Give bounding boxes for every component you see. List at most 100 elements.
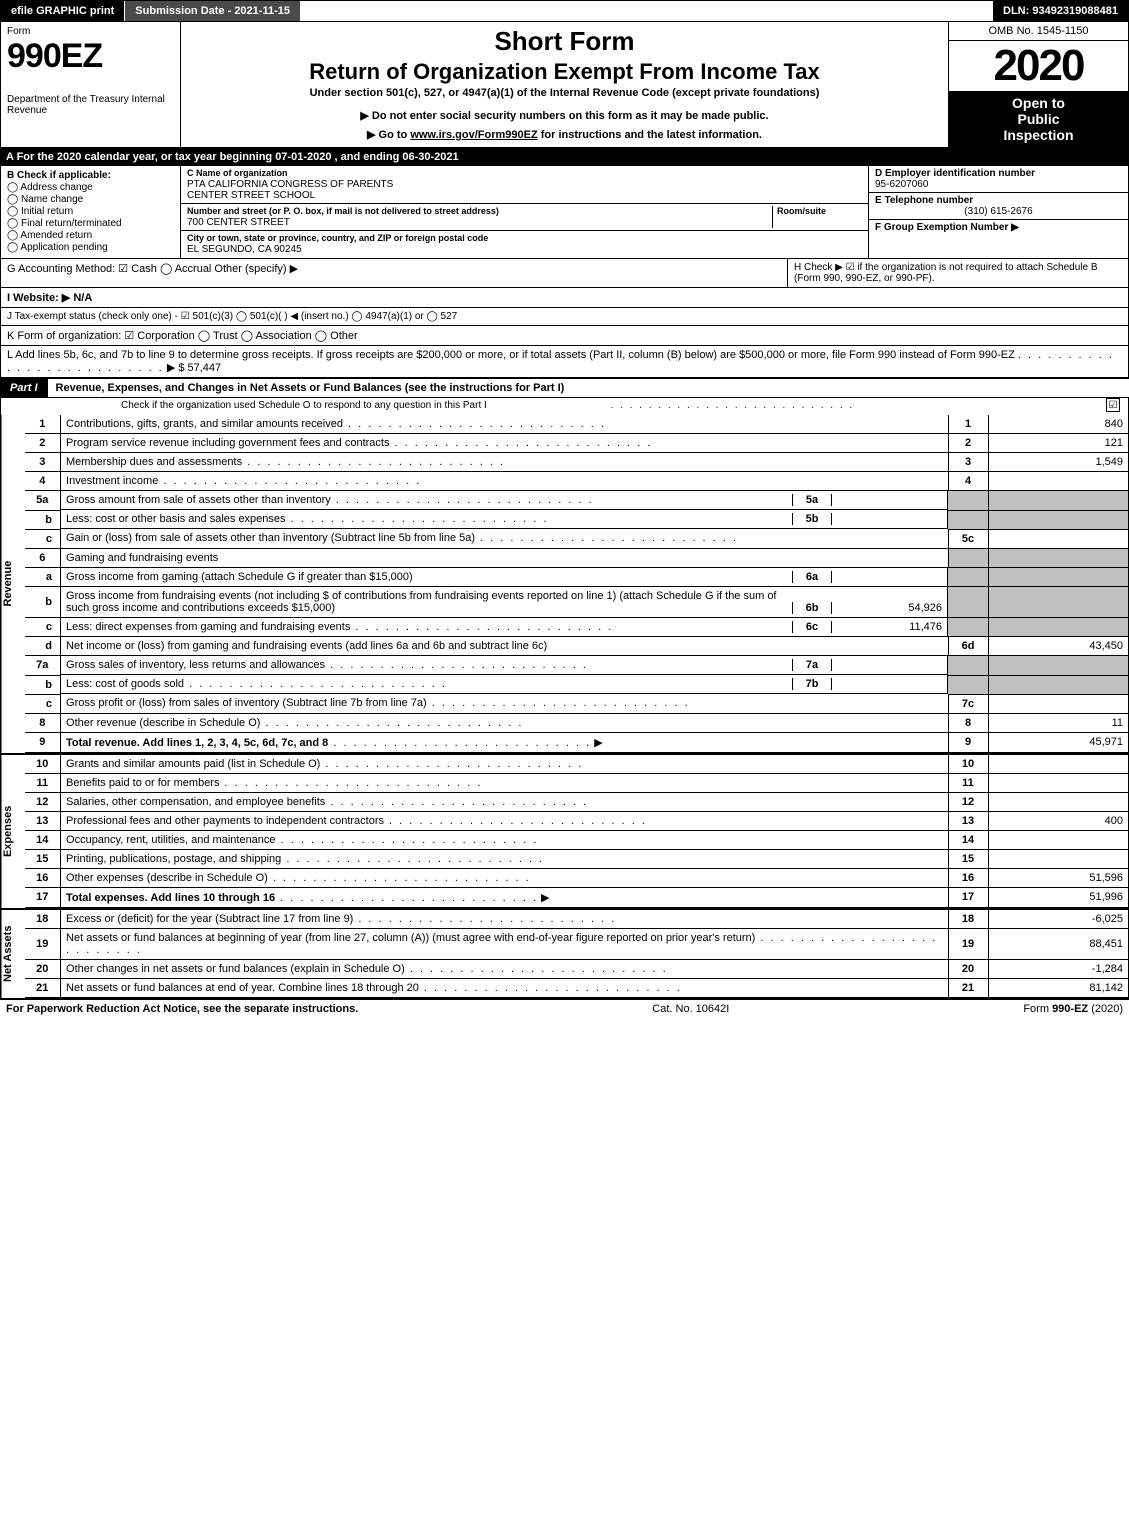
efile-button[interactable]: efile GRAPHIC print: [1, 1, 125, 21]
table-row: cGross profit or (loss) from sales of in…: [25, 694, 1128, 713]
form-header: Form 990EZ Department of the Treasury In…: [0, 22, 1129, 148]
table-row: 18Excess or (deficit) for the year (Subt…: [25, 910, 1128, 929]
entity-info-section: B Check if applicable: ◯ Address change …: [0, 166, 1129, 259]
goto-suffix: for instructions and the latest informat…: [538, 129, 762, 141]
table-row: cLess: direct expenses from gaming and f…: [25, 618, 1128, 637]
omb-number: OMB No. 1545-1150: [949, 22, 1128, 41]
dln-label: DLN: 93492319088481: [993, 1, 1128, 21]
top-bar: efile GRAPHIC print Submission Date - 20…: [0, 0, 1129, 22]
checkbox-application-pending[interactable]: ◯ Application pending: [7, 242, 174, 253]
address-label: Number and street (or P. O. box, if mail…: [187, 206, 499, 216]
table-row: 2Program service revenue including gover…: [25, 434, 1128, 453]
tax-year: 2020: [949, 41, 1128, 91]
table-row: bLess: cost of goods sold7b: [25, 675, 1128, 694]
table-row: 6Gaming and fundraising events: [25, 548, 1128, 567]
table-row: 19Net assets or fund balances at beginni…: [25, 928, 1128, 959]
table-row: 17Total expenses. Add lines 10 through 1…: [25, 887, 1128, 907]
goto-instructions: ▶ Go to www.irs.gov/Form990EZ for instru…: [187, 128, 942, 141]
footer-cat-no: Cat. No. 10642I: [652, 1003, 729, 1015]
table-row: bLess: cost or other basis and sales exp…: [25, 510, 1128, 529]
table-row: 21Net assets or fund balances at end of …: [25, 978, 1128, 997]
expenses-table: 10Grants and similar amounts paid (list …: [25, 755, 1128, 908]
line-h: H Check ▶ ☑ if the organization is not r…: [788, 259, 1128, 287]
telephone-label: E Telephone number: [875, 195, 973, 206]
room-label: Room/suite: [777, 206, 826, 216]
table-row: 9Total revenue. Add lines 1, 2, 3, 4, 5c…: [25, 732, 1128, 752]
table-row: 5aGross amount from sale of assets other…: [25, 491, 1128, 511]
table-row: bGross income from fundraising events (n…: [25, 587, 1128, 618]
return-title: Return of Organization Exempt From Incom…: [187, 59, 942, 85]
city-value: EL SEGUNDO, CA 90245: [187, 244, 302, 255]
table-row: 3Membership dues and assessments31,549: [25, 453, 1128, 472]
table-row: 4Investment income4: [25, 472, 1128, 491]
part-1-tag: Part I: [0, 379, 48, 397]
open-to: Open to: [953, 95, 1124, 111]
box-b: B Check if applicable: ◯ Address change …: [1, 166, 181, 258]
ein-label: D Employer identification number: [875, 168, 1035, 179]
box-b-title: B Check if applicable:: [7, 170, 111, 181]
ein-value: 95-6207060: [875, 179, 928, 190]
revenue-block: Revenue 1Contributions, gifts, grants, a…: [0, 415, 1129, 753]
expenses-vertical-label: Expenses: [1, 755, 25, 908]
net-assets-block: Net Assets 18Excess or (deficit) for the…: [0, 908, 1129, 999]
table-row: dNet income or (loss) from gaming and fu…: [25, 637, 1128, 656]
org-name-2: CENTER STREET SCHOOL: [187, 190, 315, 201]
header-right: OMB No. 1545-1150 2020 Open to Public In…: [948, 22, 1128, 147]
table-row: 11Benefits paid to or for members11: [25, 773, 1128, 792]
part-1-header: Part I Revenue, Expenses, and Changes in…: [0, 378, 1129, 398]
form-label: Form: [7, 26, 174, 37]
table-row: aGross income from gaming (attach Schedu…: [25, 567, 1128, 587]
table-row: cGain or (loss) from sale of assets othe…: [25, 529, 1128, 548]
part-1-title: Revenue, Expenses, and Changes in Net As…: [48, 379, 1129, 397]
inspection-box: Open to Public Inspection: [949, 91, 1128, 147]
topbar-spacer: [301, 1, 993, 21]
table-row: 14Occupancy, rent, utilities, and mainte…: [25, 830, 1128, 849]
checkbox-amended-return[interactable]: ◯ Amended return: [7, 230, 174, 241]
short-form-title: Short Form: [187, 26, 942, 57]
line-l-value: ▶ $ 57,447: [167, 362, 221, 374]
line-i: I Website: ▶ N/A: [1, 288, 1128, 308]
address-value: 700 CENTER STREET: [187, 217, 290, 228]
line-l: L Add lines 5b, 6c, and 7b to line 9 to …: [1, 346, 1128, 377]
table-row: 10Grants and similar amounts paid (list …: [25, 755, 1128, 774]
org-name-1: PTA CALIFORNIA CONGRESS OF PARENTS: [187, 179, 393, 190]
header-middle: Short Form Return of Organization Exempt…: [181, 22, 948, 147]
line-k: K Form of organization: ☑ Corporation ◯ …: [1, 326, 1128, 346]
accounting-section: G Accounting Method: ☑ Cash ◯ Accrual Ot…: [0, 259, 1129, 378]
schedule-o-checkbox[interactable]: ☑: [1106, 398, 1120, 412]
page-footer: For Paperwork Reduction Act Notice, see …: [0, 999, 1129, 1018]
box-c: C Name of organization PTA CALIFORNIA CO…: [181, 166, 868, 258]
footer-form-ref: Form 990-EZ (2020): [1023, 1003, 1123, 1015]
tax-period-row: A For the 2020 calendar year, or tax yea…: [0, 148, 1129, 166]
net-assets-table: 18Excess or (deficit) for the year (Subt…: [25, 910, 1128, 998]
form-number: 990EZ: [7, 37, 174, 76]
irs-link[interactable]: www.irs.gov/Form990EZ: [410, 129, 537, 141]
checkbox-address-change[interactable]: ◯ Address change: [7, 182, 174, 193]
table-row: 13Professional fees and other payments t…: [25, 811, 1128, 830]
part-1-subtitle: Check if the organization used Schedule …: [0, 398, 1129, 415]
telephone-value: (310) 615-2676: [875, 206, 1122, 217]
box-d: D Employer identification number 95-6207…: [868, 166, 1128, 258]
city-label: City or town, state or province, country…: [187, 233, 488, 243]
footer-left: For Paperwork Reduction Act Notice, see …: [6, 1003, 358, 1015]
group-exemption-label: F Group Exemption Number ▶: [875, 222, 1019, 233]
line-j: J Tax-exempt status (check only one) - ☑…: [1, 308, 1128, 326]
net-assets-vertical-label: Net Assets: [1, 910, 25, 998]
checkbox-name-change[interactable]: ◯ Name change: [7, 194, 174, 205]
revenue-vertical-label: Revenue: [1, 415, 25, 753]
submission-date-button[interactable]: Submission Date - 2021-11-15: [125, 1, 301, 21]
expenses-block: Expenses 10Grants and similar amounts pa…: [0, 753, 1129, 908]
goto-prefix: ▶ Go to: [367, 129, 410, 141]
checkbox-final-return[interactable]: ◯ Final return/terminated: [7, 218, 174, 229]
under-section-text: Under section 501(c), 527, or 4947(a)(1)…: [187, 87, 942, 99]
table-row: 7aGross sales of inventory, less returns…: [25, 656, 1128, 676]
inspection: Inspection: [953, 127, 1124, 143]
revenue-table: 1Contributions, gifts, grants, and simil…: [25, 415, 1128, 753]
table-row: 1Contributions, gifts, grants, and simil…: [25, 415, 1128, 434]
table-row: 12Salaries, other compensation, and empl…: [25, 792, 1128, 811]
ssn-warning: ▶ Do not enter social security numbers o…: [187, 109, 942, 122]
line-g: G Accounting Method: ☑ Cash ◯ Accrual Ot…: [1, 259, 788, 287]
header-left: Form 990EZ Department of the Treasury In…: [1, 22, 181, 147]
department-label: Department of the Treasury Internal Reve…: [7, 94, 174, 116]
checkbox-initial-return[interactable]: ◯ Initial return: [7, 206, 174, 217]
